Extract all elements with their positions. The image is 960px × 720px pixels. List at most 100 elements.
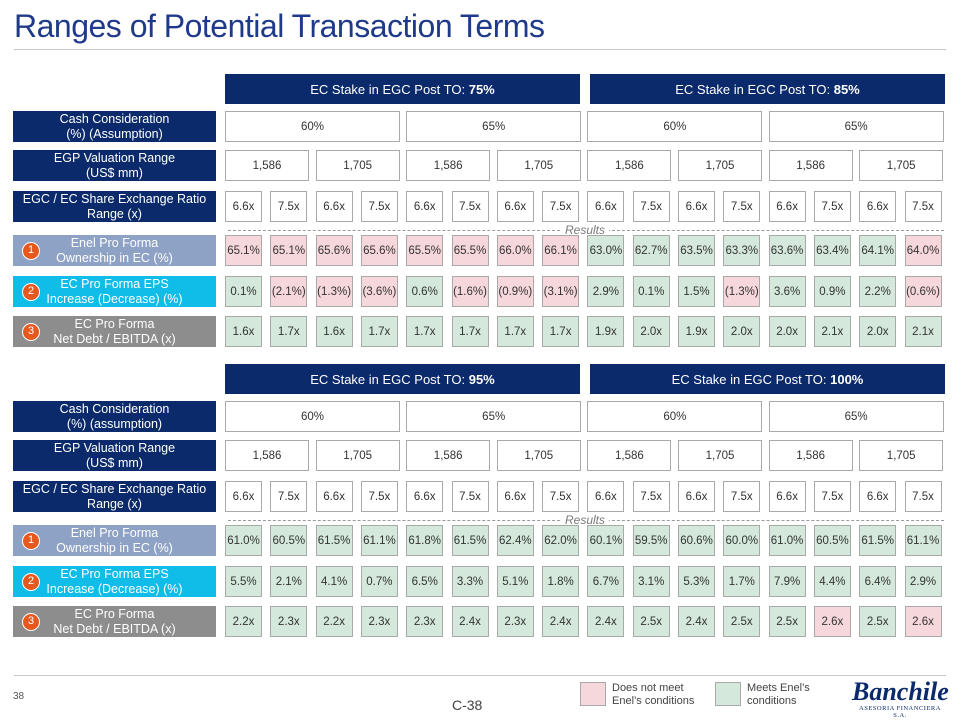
- eps-cell: 4.4%: [813, 566, 851, 597]
- cash-cell: 65%: [406, 401, 582, 432]
- exchange-cell: 7.5x: [360, 191, 398, 222]
- row-label-text: Cash Consideration (%) (Assumption): [59, 111, 170, 141]
- debt-cell: 2.5x: [768, 606, 806, 637]
- row-label-text: EGC / EC Share Exchange Ratio Range (x): [22, 191, 207, 221]
- legend-meets-label: Meets Enel’s conditions: [747, 682, 810, 707]
- debt-cell: 2.5x: [632, 606, 670, 637]
- exchange-cell: 6.6x: [768, 481, 806, 512]
- ownership-cell: 61.5%: [451, 525, 489, 556]
- row-label-eps: EC Pro Forma EPS Increase (Decrease) (%)…: [13, 276, 216, 307]
- stake-header-value: 75%: [468, 81, 495, 97]
- exchange-cell: 7.5x: [632, 481, 670, 512]
- row-label-ownership: Enel Pro Forma Ownership in EC (%) 1: [13, 525, 216, 556]
- ownership-cell: 65.1%: [270, 235, 308, 266]
- exchange-cell: 6.6x: [496, 191, 534, 222]
- eps-cell: 5.3%: [678, 566, 715, 597]
- badge-2: 2: [22, 282, 40, 301]
- eps-cell: (0.9%): [496, 276, 534, 307]
- cash-cell: 65%: [406, 111, 582, 142]
- stake-header-value: 95%: [468, 371, 495, 387]
- ownership-cell: 64.1%: [859, 235, 897, 266]
- debt-cell: 2.1x: [904, 316, 942, 347]
- badge-1: 1: [22, 241, 40, 260]
- eps-cell: 0.1%: [225, 276, 262, 307]
- results-label: Results: [561, 223, 610, 237]
- debt-cell: 2.1x: [813, 316, 851, 347]
- row-label-text: Cash Consideration (%) (assumption): [59, 401, 170, 431]
- debt-cell: 1.9x: [587, 316, 625, 347]
- eps-cell: (3.1%): [542, 276, 580, 307]
- exchange-cell: 7.5x: [451, 481, 489, 512]
- exchange-cell: 6.6x: [768, 191, 806, 222]
- eps-cell: 2.9%: [904, 566, 942, 597]
- badge-1: 1: [22, 531, 40, 550]
- legend-green-swatch: [715, 682, 741, 706]
- debt-cell: 2.6x: [904, 606, 942, 637]
- row-label-cash: Cash Consideration (%) (assumption): [13, 401, 216, 432]
- eps-cell: 2.2%: [859, 276, 897, 307]
- exchange-cell: 6.6x: [587, 191, 625, 222]
- row-label-text: EGP Valuation Range (US$ mm): [53, 440, 176, 470]
- ownership-cell: 65.5%: [451, 235, 489, 266]
- ownership-cell: 61.0%: [225, 525, 262, 556]
- ownership-cell: 62.0%: [542, 525, 580, 556]
- row-label-text: Enel Pro Forma Ownership in EC (%): [56, 235, 173, 265]
- eps-cell: 1.5%: [678, 276, 715, 307]
- valuation-cell: 1,705: [496, 440, 581, 471]
- ownership-cell: 61.5%: [315, 525, 353, 556]
- debt-cell: 2.0x: [768, 316, 806, 347]
- stake-header: EC Stake in EGC Post TO: 85%: [590, 74, 945, 104]
- exchange-cell: 6.6x: [315, 481, 353, 512]
- eps-cell: 3.3%: [451, 566, 489, 597]
- row-label-text: Enel Pro Forma Ownership in EC (%): [56, 525, 173, 555]
- results-label: Results: [561, 513, 610, 527]
- eps-cell: 5.1%: [496, 566, 534, 597]
- ownership-cell: 60.5%: [270, 525, 308, 556]
- exchange-cell: 7.5x: [270, 191, 308, 222]
- logo-name: Banchile: [852, 677, 949, 706]
- eps-cell: (1.3%): [315, 276, 353, 307]
- row-label-valuation: EGP Valuation Range (US$ mm): [13, 150, 216, 181]
- ownership-cell: 65.6%: [360, 235, 398, 266]
- exchange-cell: 7.5x: [904, 191, 942, 222]
- eps-cell: 0.7%: [360, 566, 398, 597]
- stake-header-prefix: EC Stake in EGC Post TO:: [675, 81, 834, 97]
- debt-cell: 1.6x: [315, 316, 353, 347]
- row-label-cash: Cash Consideration (%) (Assumption): [13, 111, 216, 142]
- exchange-cell: 7.5x: [270, 481, 308, 512]
- valuation-cell: 1,705: [859, 150, 944, 181]
- ownership-cell: 59.5%: [632, 525, 670, 556]
- eps-cell: (1.3%): [723, 276, 761, 307]
- exchange-cell: 7.5x: [813, 481, 851, 512]
- row-label-text: EGP Valuation Range (US$ mm): [53, 150, 176, 180]
- debt-cell: 2.4x: [451, 606, 489, 637]
- stake-header-prefix: EC Stake in EGC Post TO:: [671, 371, 831, 387]
- debt-cell: 2.4x: [678, 606, 715, 637]
- legend-pink-swatch: [580, 682, 606, 706]
- logo-subtitle: ASESORIA FINANCIERA S.A.: [859, 705, 941, 719]
- cash-cell: 60%: [587, 401, 763, 432]
- row-label-exchange: EGC / EC Share Exchange Ratio Range (x): [13, 191, 216, 222]
- ownership-cell: 65.6%: [315, 235, 353, 266]
- exchange-cell: 6.6x: [859, 191, 897, 222]
- row-label-text: EC Pro Forma EPS Increase (Decrease) (%): [46, 566, 183, 596]
- valuation-cell: 1,586: [768, 150, 853, 181]
- valuation-cell: 1,705: [678, 440, 762, 471]
- debt-cell: 2.3x: [270, 606, 308, 637]
- exchange-cell: 7.5x: [542, 481, 580, 512]
- exchange-cell: 6.6x: [678, 481, 715, 512]
- eps-cell: 4.1%: [315, 566, 353, 597]
- valuation-cell: 1,586: [225, 150, 309, 181]
- eps-cell: 6.7%: [587, 566, 625, 597]
- valuation-cell: 1,586: [225, 440, 309, 471]
- stake-header: EC Stake in EGC Post TO: 75%: [225, 74, 580, 104]
- debt-cell: 2.5x: [723, 606, 761, 637]
- eps-cell: 3.6%: [768, 276, 806, 307]
- debt-cell: 1.9x: [678, 316, 715, 347]
- ownership-cell: 66.0%: [496, 235, 534, 266]
- debt-cell: 2.3x: [406, 606, 444, 637]
- debt-cell: 1.7x: [451, 316, 489, 347]
- valuation-cell: 1,705: [859, 440, 944, 471]
- valuation-cell: 1,705: [496, 150, 581, 181]
- valuation-cell: 1,586: [406, 440, 491, 471]
